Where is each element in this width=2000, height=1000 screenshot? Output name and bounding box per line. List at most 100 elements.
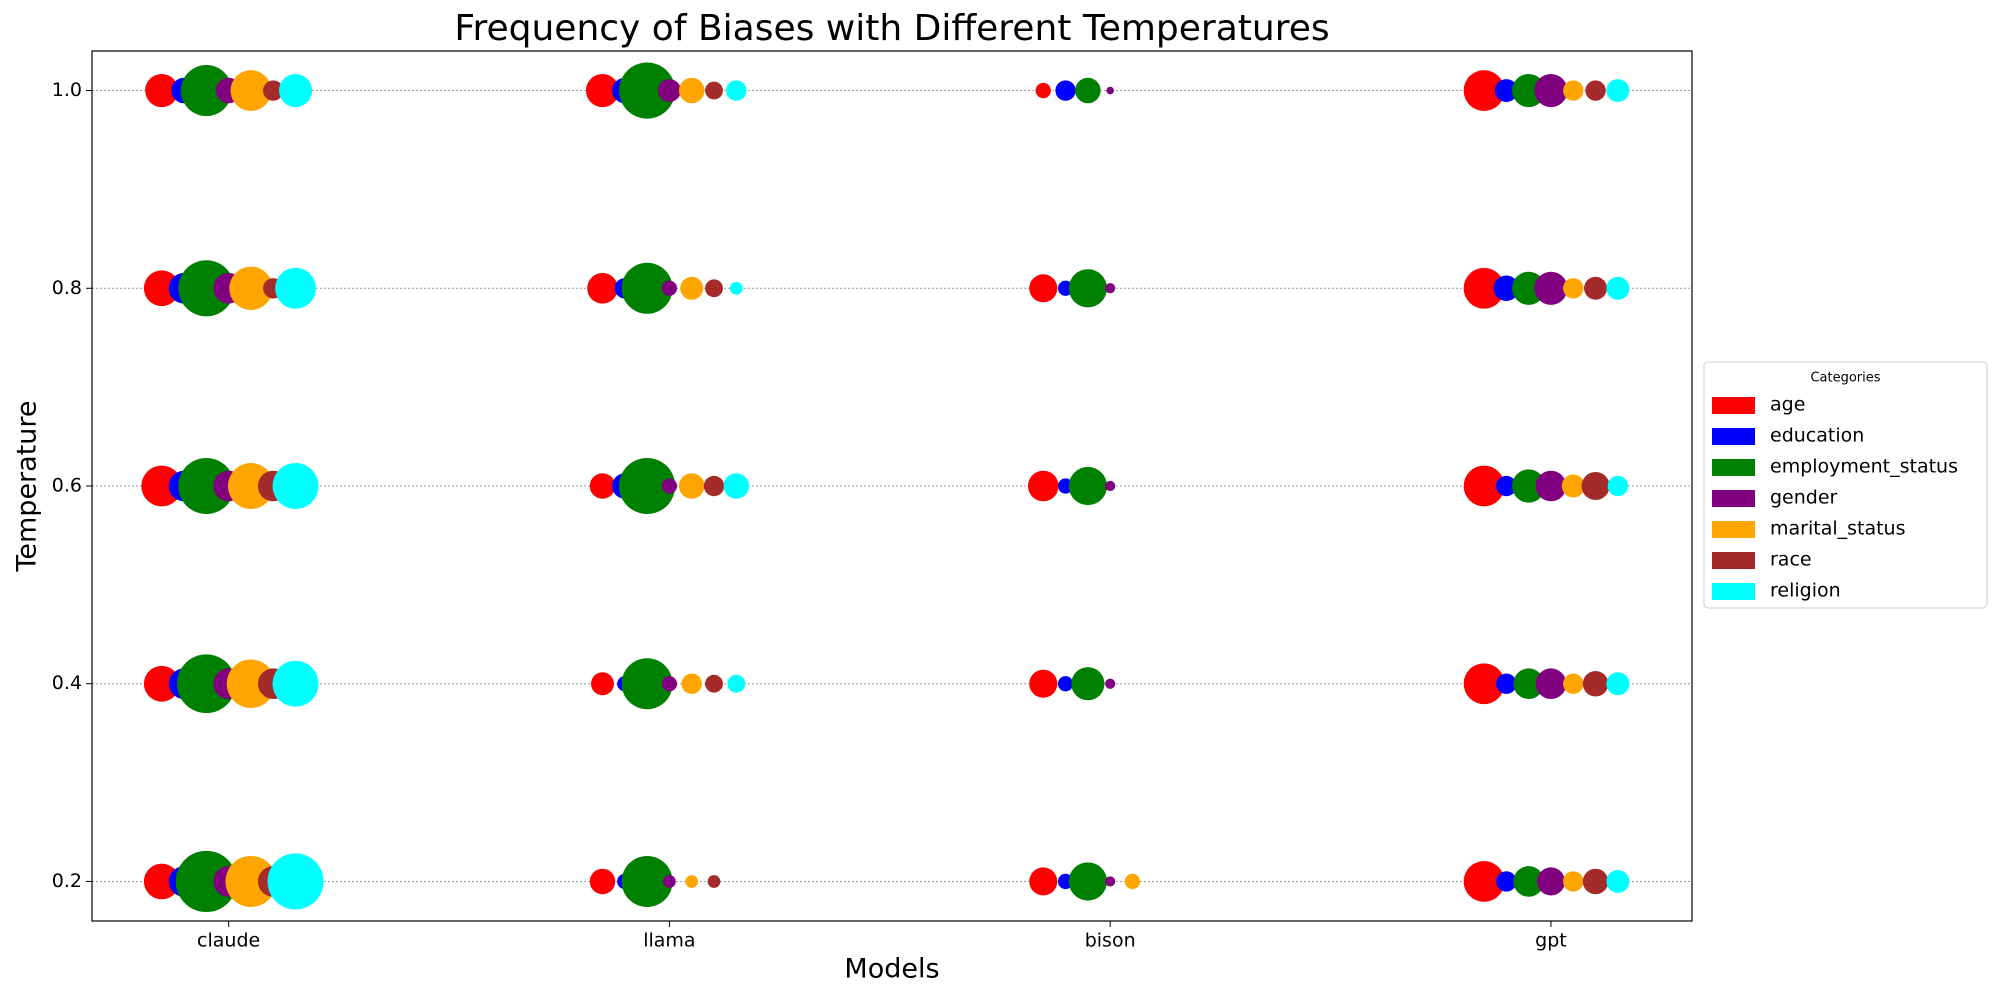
bubble bbox=[621, 262, 673, 314]
y-axis-label: Temperature bbox=[12, 400, 43, 572]
bubble bbox=[729, 281, 743, 295]
bubble bbox=[1463, 70, 1505, 111]
bubble bbox=[1068, 269, 1108, 308]
bubble bbox=[1055, 80, 1076, 101]
bubble bbox=[1463, 861, 1505, 902]
y-tick-label: 1.0 bbox=[52, 79, 82, 101]
bubble bbox=[680, 276, 704, 300]
y-tick-label: 0.4 bbox=[52, 672, 82, 694]
bubble bbox=[621, 855, 673, 907]
bubble bbox=[661, 280, 678, 296]
bubble bbox=[1563, 278, 1584, 299]
bubble bbox=[661, 676, 678, 692]
bubble bbox=[225, 855, 277, 907]
bubble bbox=[1585, 80, 1606, 101]
bubble bbox=[1105, 678, 1116, 689]
bubble bbox=[175, 850, 237, 913]
legend-box bbox=[1703, 361, 1988, 609]
bubble bbox=[1105, 876, 1116, 887]
bubble bbox=[589, 868, 616, 895]
bubble bbox=[178, 457, 235, 515]
bubble bbox=[141, 465, 183, 507]
y-tick-label: 0.8 bbox=[52, 277, 82, 299]
bubble bbox=[1029, 274, 1058, 303]
bubble bbox=[1606, 672, 1630, 696]
bubble bbox=[178, 260, 235, 317]
bubble bbox=[272, 463, 319, 509]
bubble bbox=[272, 660, 319, 707]
bubble bbox=[1463, 663, 1505, 705]
bubble bbox=[1534, 271, 1568, 305]
bubble bbox=[229, 266, 273, 310]
bubble bbox=[278, 73, 313, 108]
bubble bbox=[145, 73, 179, 108]
bubble bbox=[1057, 676, 1074, 692]
bubble bbox=[1496, 475, 1517, 497]
bubble bbox=[1606, 869, 1630, 893]
legend-label: employment_status bbox=[1770, 456, 1958, 478]
bubble bbox=[705, 279, 723, 298]
bubble bbox=[685, 875, 699, 888]
bubble bbox=[1536, 867, 1565, 896]
bubble bbox=[1607, 475, 1629, 497]
legend-swatch bbox=[1712, 459, 1755, 476]
x-tick-label: llama bbox=[643, 930, 695, 952]
bubble bbox=[1512, 469, 1546, 503]
bubble bbox=[1513, 668, 1544, 700]
legend-swatch bbox=[1712, 552, 1755, 569]
legend-label: age bbox=[1770, 394, 1805, 416]
bubble bbox=[619, 62, 676, 119]
bubble bbox=[705, 81, 723, 100]
bubble bbox=[1493, 275, 1520, 302]
legend-title: Categories bbox=[1810, 371, 1880, 386]
bubble bbox=[1582, 670, 1609, 697]
bubble bbox=[143, 863, 180, 900]
bubble bbox=[1513, 866, 1544, 897]
bubble bbox=[1068, 862, 1108, 901]
bubble bbox=[621, 658, 673, 710]
bubble bbox=[263, 80, 284, 101]
bubble bbox=[619, 457, 676, 515]
chart-title: Frequency of Biases with Different Tempe… bbox=[454, 8, 1329, 49]
bubble bbox=[1606, 276, 1630, 300]
y-tick-label: 0.2 bbox=[52, 870, 82, 892]
bubble bbox=[1027, 470, 1059, 502]
legend-label: religion bbox=[1770, 580, 1841, 602]
bubble bbox=[1582, 868, 1609, 895]
bubble bbox=[589, 473, 616, 499]
bubble bbox=[1563, 80, 1584, 101]
bubble bbox=[1581, 471, 1610, 501]
legend-label: marital_status bbox=[1770, 518, 1906, 540]
bubble bbox=[1534, 73, 1568, 108]
bubble bbox=[177, 654, 236, 714]
bubble bbox=[585, 73, 620, 108]
bubble bbox=[703, 475, 725, 497]
x-tick-label: bison bbox=[1085, 930, 1136, 952]
bubble bbox=[1561, 474, 1585, 498]
bubble bbox=[1463, 465, 1505, 507]
x-tick-label: gpt bbox=[1535, 930, 1567, 952]
bubble bbox=[587, 272, 618, 304]
bubble bbox=[275, 267, 316, 309]
bubble bbox=[1535, 668, 1567, 700]
legend-swatch bbox=[1712, 428, 1755, 445]
bubble bbox=[143, 270, 180, 307]
plot-frame bbox=[91, 50, 1693, 922]
legend-label: race bbox=[1770, 549, 1812, 571]
bubble bbox=[681, 673, 702, 694]
bubble bbox=[591, 672, 614, 696]
legend-swatch bbox=[1712, 490, 1755, 507]
bubble bbox=[678, 473, 705, 499]
y-tick-label: 0.6 bbox=[52, 475, 82, 497]
bubble bbox=[661, 478, 678, 494]
bubble bbox=[1029, 867, 1058, 896]
legend-label: gender bbox=[1770, 487, 1838, 509]
bubble bbox=[1563, 871, 1584, 892]
bubble bbox=[230, 70, 272, 111]
bubble bbox=[1463, 267, 1505, 309]
bubble bbox=[1584, 276, 1608, 300]
bubble bbox=[727, 674, 746, 693]
bubble bbox=[707, 875, 721, 888]
bubble bbox=[1124, 873, 1141, 890]
bubble bbox=[1105, 283, 1116, 294]
